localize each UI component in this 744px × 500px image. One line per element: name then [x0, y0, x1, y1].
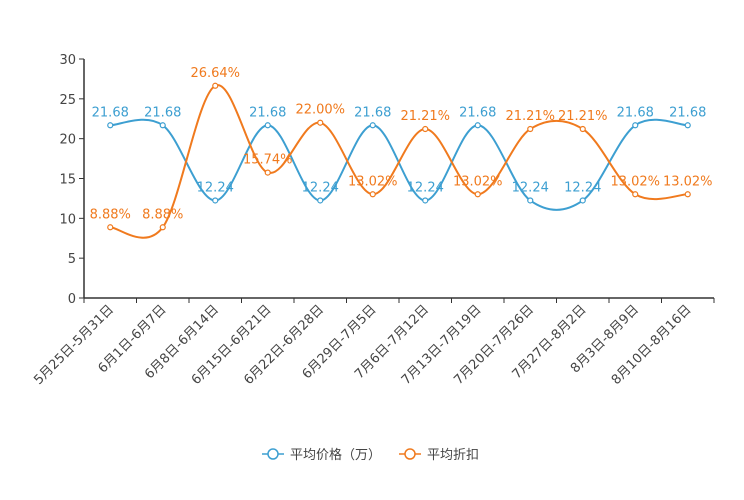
legend-label: 平均价格（万）	[290, 447, 381, 463]
series-points	[107, 82, 691, 231]
data-point	[159, 122, 166, 129]
data-label: 22.00%	[295, 103, 345, 118]
data-point	[632, 191, 639, 198]
data-label: 12.24	[197, 180, 234, 195]
legend-marker-icon	[267, 448, 279, 460]
data-label: 21.21%	[400, 109, 450, 124]
data-labels: 21.68 21.68 12.24 21.68 12.24 21.68 12.24 21.68…	[90, 66, 713, 222]
data-point	[684, 122, 691, 129]
data-point	[107, 224, 114, 231]
y-tick-label: 15	[59, 173, 76, 188]
data-point	[579, 197, 586, 204]
y-tick-label: 25	[59, 93, 76, 108]
data-point	[317, 119, 324, 126]
data-point	[579, 125, 586, 133]
data-point	[317, 197, 324, 204]
data-label: 21.68	[459, 105, 496, 120]
data-label: 13.02%	[663, 174, 713, 189]
y-tick-label: 30	[59, 53, 76, 68]
y-tick-label: 5	[68, 252, 76, 267]
y-tick-label: 10	[59, 212, 76, 227]
series-line-0	[110, 118, 688, 211]
series-lines	[110, 84, 688, 239]
data-point	[422, 197, 429, 204]
data-point	[212, 82, 219, 89]
legend[interactable]: 平均价格（万） 平均折扣	[262, 447, 479, 463]
data-label: 13.02%	[348, 174, 398, 189]
legend-label: 平均折扣	[427, 448, 479, 463]
data-point	[212, 197, 219, 204]
legend-marker-icon	[404, 448, 416, 460]
data-label: 12.24	[512, 180, 549, 195]
legend-item-0[interactable]: 平均价格（万）	[262, 447, 381, 463]
data-label: 21.68	[669, 105, 706, 120]
data-point	[474, 122, 481, 129]
data-label: 8.88%	[142, 207, 183, 222]
data-label: 21.68	[617, 105, 654, 120]
data-point	[264, 122, 271, 129]
axes: 0510152025305月25日-5月31日6月1日-6月7日6月8日-6月1…	[31, 53, 715, 388]
series-line-1	[110, 84, 688, 239]
data-point	[159, 224, 166, 231]
data-label: 21.68	[92, 105, 129, 120]
data-point	[527, 197, 534, 204]
data-label: 8.88%	[90, 207, 131, 222]
y-tick-label: 0	[68, 292, 76, 307]
data-label: 21.21%	[505, 109, 555, 124]
data-point	[107, 122, 114, 129]
data-label: 13.02%	[453, 174, 503, 189]
data-label: 21.68	[354, 105, 391, 120]
data-label: 21.21%	[558, 109, 608, 124]
data-label: 13.02%	[610, 174, 660, 189]
legend-item-1[interactable]: 平均折扣	[399, 448, 479, 463]
data-label: 21.68	[144, 105, 181, 120]
data-point	[632, 122, 639, 129]
data-point	[474, 191, 481, 198]
data-label: 12.24	[407, 180, 444, 195]
y-tick-label: 20	[59, 133, 76, 148]
data-label: 12.24	[564, 180, 601, 195]
data-point	[684, 191, 691, 198]
data-label: 26.64%	[190, 66, 240, 81]
data-label: 15.74%	[243, 153, 293, 168]
data-point	[264, 169, 271, 176]
data-label: 21.68	[249, 105, 286, 120]
data-point	[369, 122, 376, 129]
data-label: 12.24	[302, 180, 339, 195]
data-point	[369, 191, 376, 198]
data-point	[422, 125, 429, 133]
data-point	[527, 125, 534, 133]
